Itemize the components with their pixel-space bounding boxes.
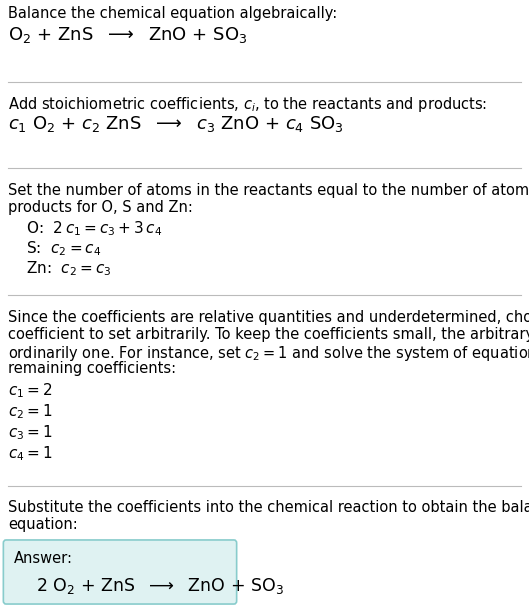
Text: O:  $2\,c_1 = c_3 + 3\,c_4$: O: $2\,c_1 = c_3 + 3\,c_4$ — [26, 219, 162, 238]
Text: coefficient to set arbitrarily. To keep the coefficients small, the arbitrary va: coefficient to set arbitrarily. To keep … — [8, 327, 529, 342]
Text: $c_1$ O$_2$ + $c_2$ ZnS  $\longrightarrow$  $c_3$ ZnO + $c_4$ SO$_3$: $c_1$ O$_2$ + $c_2$ ZnS $\longrightarrow… — [8, 114, 344, 134]
Text: equation:: equation: — [8, 517, 78, 532]
Text: O$_2$ + ZnS  $\longrightarrow$  ZnO + SO$_3$: O$_2$ + ZnS $\longrightarrow$ ZnO + SO$_… — [8, 25, 248, 45]
Text: Zn:  $c_2 = c_3$: Zn: $c_2 = c_3$ — [26, 259, 112, 277]
Text: S:  $c_2 = c_4$: S: $c_2 = c_4$ — [26, 239, 102, 258]
Text: Add stoichiometric coefficients, $c_i$, to the reactants and products:: Add stoichiometric coefficients, $c_i$, … — [8, 95, 487, 114]
Text: Balance the chemical equation algebraically:: Balance the chemical equation algebraica… — [8, 6, 338, 21]
Text: $c_1 = 2$: $c_1 = 2$ — [8, 381, 52, 399]
Text: Answer:: Answer: — [14, 551, 73, 566]
Text: $c_4 = 1$: $c_4 = 1$ — [8, 444, 52, 463]
Text: Substitute the coefficients into the chemical reaction to obtain the balanced: Substitute the coefficients into the che… — [8, 500, 529, 515]
Text: products for O, S and Zn:: products for O, S and Zn: — [8, 200, 193, 215]
Text: ordinarily one. For instance, set $c_2 = 1$ and solve the system of equations fo: ordinarily one. For instance, set $c_2 =… — [8, 344, 529, 363]
Text: Since the coefficients are relative quantities and underdetermined, choose a: Since the coefficients are relative quan… — [8, 310, 529, 325]
FancyBboxPatch shape — [3, 540, 236, 604]
Text: remaining coefficients:: remaining coefficients: — [8, 361, 176, 376]
Text: $c_2 = 1$: $c_2 = 1$ — [8, 402, 52, 421]
Text: Set the number of atoms in the reactants equal to the number of atoms in the: Set the number of atoms in the reactants… — [8, 183, 529, 198]
Text: $c_3 = 1$: $c_3 = 1$ — [8, 423, 52, 442]
Text: 2 O$_2$ + ZnS  $\longrightarrow$  ZnO + SO$_3$: 2 O$_2$ + ZnS $\longrightarrow$ ZnO + SO… — [36, 576, 284, 596]
